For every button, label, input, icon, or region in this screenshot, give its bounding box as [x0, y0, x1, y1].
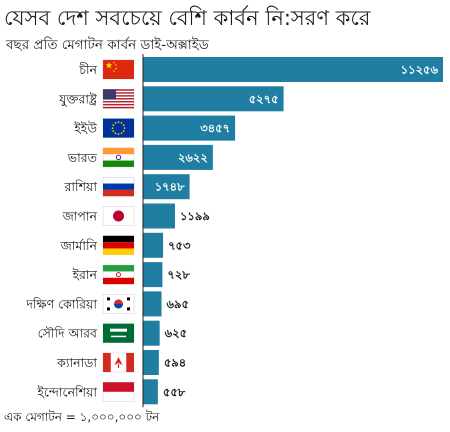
category-label: ইন্দোনেশিয়া — [36, 384, 97, 399]
bar-row: ইন্দোনেশিয়া ৫৫৮ — [36, 379, 186, 405]
bar — [143, 320, 160, 346]
bar — [143, 86, 284, 112]
category-label: দক্ষিণ কোরিয়া — [25, 296, 97, 311]
south-korea-flag — [102, 294, 135, 314]
bar — [143, 291, 162, 317]
bar — [143, 262, 163, 288]
footnote: এক মেগাটন = ১,০০০,০০০ টন — [4, 410, 160, 424]
bar-row: ক্যানাডা ৫৯৪ — [56, 350, 186, 375]
value-label: ১১২৫৬ — [401, 63, 439, 77]
saudi-arabia-flag — [102, 323, 135, 343]
bar-row: ভারত ২৬২২ — [67, 144, 213, 170]
value-label: ২৬২২ — [178, 150, 208, 164]
category-label: জাপান — [62, 209, 98, 224]
category-label: ইইউ — [73, 121, 98, 136]
category-label: ভারত — [67, 150, 98, 165]
value-label: ৬২৫ — [165, 326, 188, 340]
china-flag — [102, 59, 135, 80]
category-label: জার্মানি — [60, 238, 98, 253]
bar-row: যুক্তরাষ্ট্র ৫২৭৫ — [58, 86, 284, 112]
value-label: ৭২৮ — [167, 268, 190, 282]
bar-row: ইইউ ৩৪৫৭ — [73, 115, 236, 141]
category-label: রাশিয়া — [64, 179, 98, 194]
germany-flag — [102, 235, 135, 256]
value-label: ৭৫৩ — [168, 238, 191, 252]
bar-row: জার্মানি ৭৫৩ — [60, 232, 191, 258]
value-label: ৫৯৪ — [164, 356, 186, 370]
value-label: ৫২৭৫ — [249, 92, 279, 106]
bar — [143, 57, 443, 82]
japan-flag — [102, 206, 135, 226]
bar — [143, 203, 175, 229]
bar-row: চীন ১১২৫৬ — [78, 57, 443, 82]
chart-title: যেসব দেশ সবচেয়ে বেশি কার্বন নি:সরণ করে — [4, 6, 371, 30]
bar — [143, 232, 164, 258]
bar — [143, 144, 213, 170]
category-label: ক্যানাডা — [56, 355, 97, 370]
value-label: ১১৯৯ — [180, 209, 210, 223]
bar-row: সৌদি আরব ৬২৫ — [38, 320, 188, 346]
iran-flag — [102, 264, 135, 285]
indonesia-flag — [102, 382, 135, 402]
russia-flag — [102, 176, 135, 197]
chart-subtitle: বছর প্রতি মেগাটন কার্বন ডাই-অক্সাইড — [6, 37, 209, 53]
bar — [143, 174, 190, 200]
india-flag — [102, 147, 135, 168]
bar-row: ইরান ৭২৮ — [72, 262, 190, 288]
bar-row: জাপান ১১৯৯ — [62, 203, 210, 229]
bar — [143, 115, 236, 141]
canada-flag — [102, 352, 135, 373]
usa-flag — [102, 89, 135, 109]
bar-row: রাশিয়া ১৭৪৮ — [64, 174, 190, 200]
value-label: ১৭৪৮ — [155, 180, 185, 194]
value-label: ৩৪৫৭ — [200, 121, 230, 135]
bar-row: দক্ষিণ কোরিয়া ৬৯৫ — [25, 291, 190, 317]
eu-flag — [102, 118, 135, 138]
category-label: সৌদি আরব — [38, 326, 98, 341]
bar — [143, 379, 158, 405]
category-label: যুক্তরাষ্ট্র — [58, 91, 98, 107]
value-label: ৬৯৫ — [167, 297, 190, 311]
bar — [143, 350, 159, 375]
category-label: ইরান — [72, 267, 98, 282]
category-label: চীন — [78, 62, 97, 77]
value-label: ৫৫৮ — [163, 385, 186, 399]
